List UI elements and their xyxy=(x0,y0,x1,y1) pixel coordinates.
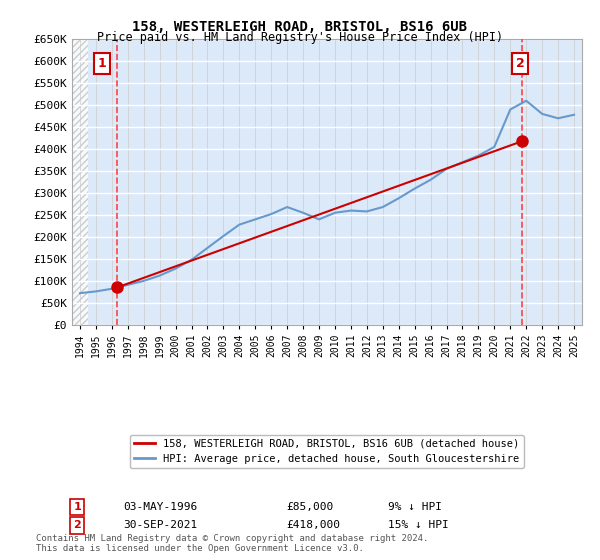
Text: £85,000: £85,000 xyxy=(286,502,334,512)
Text: 1: 1 xyxy=(73,502,81,512)
Text: Contains HM Land Registry data © Crown copyright and database right 2024.
This d: Contains HM Land Registry data © Crown c… xyxy=(36,534,428,553)
Text: 03-MAY-1996: 03-MAY-1996 xyxy=(123,502,197,512)
Text: 15% ↓ HPI: 15% ↓ HPI xyxy=(388,520,449,530)
Text: 158, WESTERLEIGH ROAD, BRISTOL, BS16 6UB: 158, WESTERLEIGH ROAD, BRISTOL, BS16 6UB xyxy=(133,20,467,34)
Text: 1: 1 xyxy=(98,57,107,70)
Legend: 158, WESTERLEIGH ROAD, BRISTOL, BS16 6UB (detached house), HPI: Average price, d: 158, WESTERLEIGH ROAD, BRISTOL, BS16 6UB… xyxy=(130,435,524,468)
Text: Price paid vs. HM Land Registry's House Price Index (HPI): Price paid vs. HM Land Registry's House … xyxy=(97,31,503,44)
Text: 2: 2 xyxy=(73,520,81,530)
Text: £418,000: £418,000 xyxy=(286,520,340,530)
Text: 9% ↓ HPI: 9% ↓ HPI xyxy=(388,502,442,512)
Text: 30-SEP-2021: 30-SEP-2021 xyxy=(123,520,197,530)
Text: 2: 2 xyxy=(516,57,524,70)
